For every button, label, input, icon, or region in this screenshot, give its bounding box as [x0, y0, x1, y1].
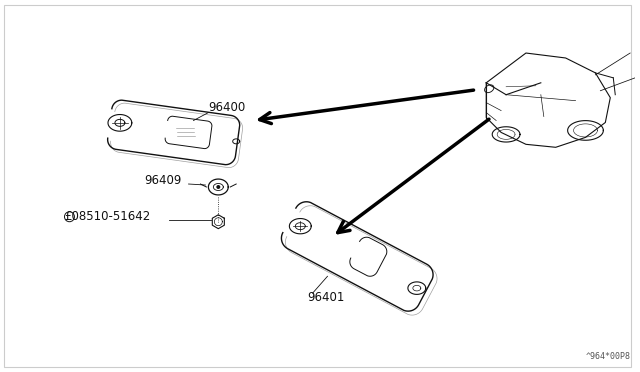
Text: 96401: 96401: [308, 291, 345, 304]
Text: 96400: 96400: [209, 100, 246, 113]
Text: £08510-51642: £08510-51642: [65, 210, 151, 223]
Text: 96409: 96409: [144, 174, 181, 187]
Circle shape: [216, 185, 220, 189]
Text: ^964*00P8: ^964*00P8: [586, 352, 630, 361]
